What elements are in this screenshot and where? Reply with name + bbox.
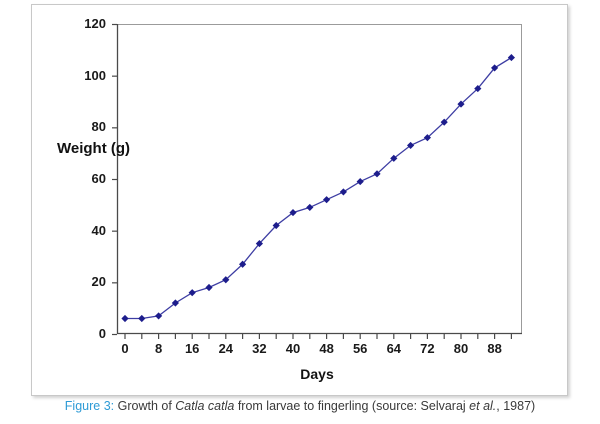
figure-caption: Figure 3: Growth of Catla catla from lar… — [0, 399, 600, 413]
x-tick-label: 88 — [487, 341, 502, 356]
y-axis-title: Weight (g) — [57, 140, 131, 157]
x-tick-label: 24 — [218, 341, 234, 356]
y-tick-label: 80 — [91, 119, 106, 135]
x-tick-label: 72 — [420, 341, 435, 356]
chart-container — [31, 4, 568, 396]
caption-figure-number: Figure 3: — [64, 399, 115, 413]
x-tick-label: 16 — [184, 341, 200, 356]
caption-text: et al. — [469, 399, 497, 413]
caption-text: Catla catla — [175, 399, 235, 413]
caption-text: , 1987) — [496, 399, 536, 413]
x-tick-label: 80 — [453, 341, 469, 356]
x-tick-label: 8 — [154, 341, 163, 356]
caption-text: from larvae to fingerling (source: Selva… — [234, 399, 470, 413]
y-tick-label: 40 — [91, 222, 106, 238]
x-tick-label: 0 — [121, 341, 129, 356]
caption-text: Growth of — [114, 399, 176, 413]
x-axis-title: Days — [300, 366, 334, 382]
y-tick-label: 120 — [84, 16, 106, 31]
y-tick-label: 0 — [98, 326, 106, 341]
y-tick-label: 100 — [84, 67, 106, 83]
y-tick-label: 60 — [91, 171, 106, 186]
x-tick-label: 64 — [386, 341, 402, 356]
x-tick-label: 56 — [352, 341, 368, 356]
x-tick-label: 40 — [285, 341, 301, 356]
y-tick-label: 20 — [91, 274, 106, 290]
x-tick-label: 32 — [252, 341, 267, 356]
x-tick-label: 48 — [319, 341, 334, 356]
